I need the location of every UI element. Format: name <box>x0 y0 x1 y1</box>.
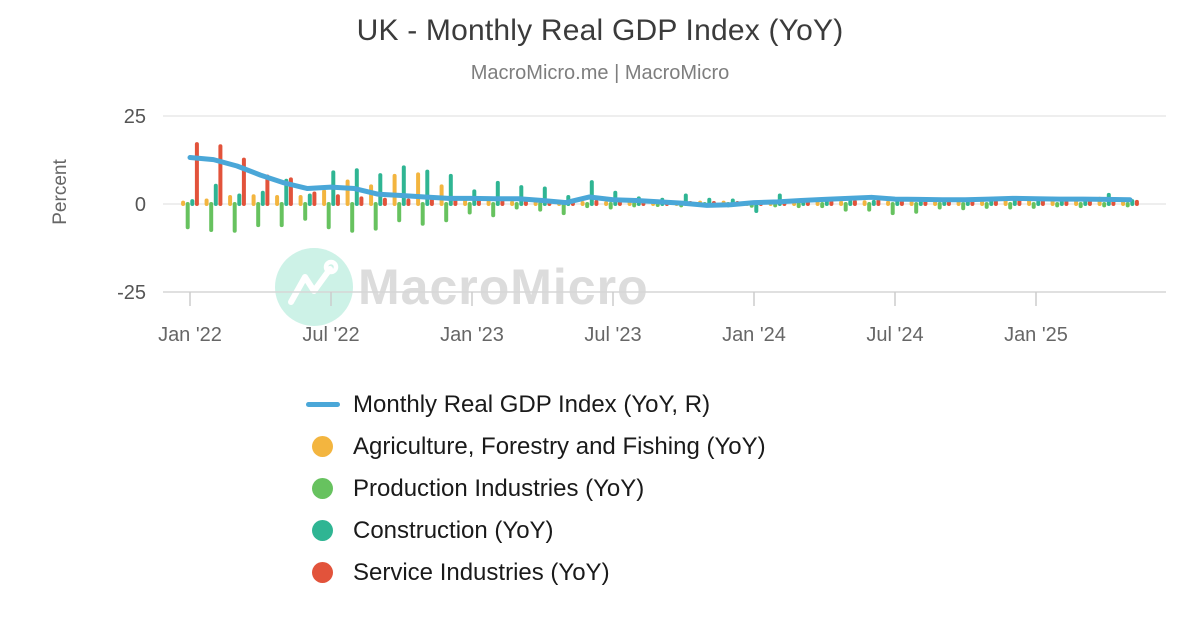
x-axis-tick-label: Jul '23 <box>584 324 641 346</box>
legend-item-gdp-line[interactable]: Monthly Real GDP Index (YoY, R) <box>306 388 766 421</box>
legend-item-services[interactable]: Service Industries (YoY) <box>306 556 766 589</box>
legend-label: Agriculture, Forestry and Fishing (YoY) <box>353 432 766 460</box>
macromicro-watermark: MacroMicro <box>275 248 649 326</box>
x-axis-tick-label: Jan '23 <box>440 324 504 346</box>
watermark-logo-dot <box>323 259 339 275</box>
line-marker-icon <box>306 402 344 407</box>
x-axis-tick-label: Jul '24 <box>866 324 923 346</box>
x-axis-tick-label: Jul '22 <box>302 324 359 346</box>
legend-label: Service Industries (YoY) <box>353 558 610 586</box>
legend-item-production[interactable]: Production Industries (YoY) <box>306 472 766 505</box>
legend-label: Construction (YoY) <box>353 516 554 544</box>
legend-item-construction[interactable]: Construction (YoY) <box>306 514 766 547</box>
watermark-text: MacroMicro <box>358 259 649 315</box>
legend-label: Monthly Real GDP Index (YoY, R) <box>353 390 711 418</box>
bar-series-2 <box>185 202 1130 233</box>
x-axis-tick-label: Jan '22 <box>158 324 222 346</box>
circle-marker-icon <box>306 562 344 583</box>
y-axis-tick-label: 0 <box>135 194 146 216</box>
x-axis-tick-label: Jan '25 <box>1004 324 1068 346</box>
y-axis-tick-label: 25 <box>124 106 146 128</box>
x-axis-tick-label: Jan '24 <box>722 324 786 346</box>
circle-marker-icon <box>306 520 344 541</box>
watermark-logo-zigzag <box>288 266 333 305</box>
circle-marker-icon <box>306 436 344 457</box>
legend-item-agriculture[interactable]: Agriculture, Forestry and Fishing (YoY) <box>306 430 766 463</box>
circle-marker-icon <box>306 478 344 499</box>
page-title: UK - Monthly Real GDP Index (YoY) <box>356 14 844 47</box>
gdp-index-line <box>187 155 1133 208</box>
bar-series-4 <box>194 142 1139 206</box>
chart-legend: Monthly Real GDP Index (YoY, R) Agricult… <box>306 388 766 589</box>
chart-source-subtitle: MacroMicro.me | MacroMicro <box>470 62 730 84</box>
y-axis-title: Percent <box>50 159 71 225</box>
legend-label: Production Industries (YoY) <box>353 474 645 502</box>
y-axis-tick-label: -25 <box>117 282 146 304</box>
